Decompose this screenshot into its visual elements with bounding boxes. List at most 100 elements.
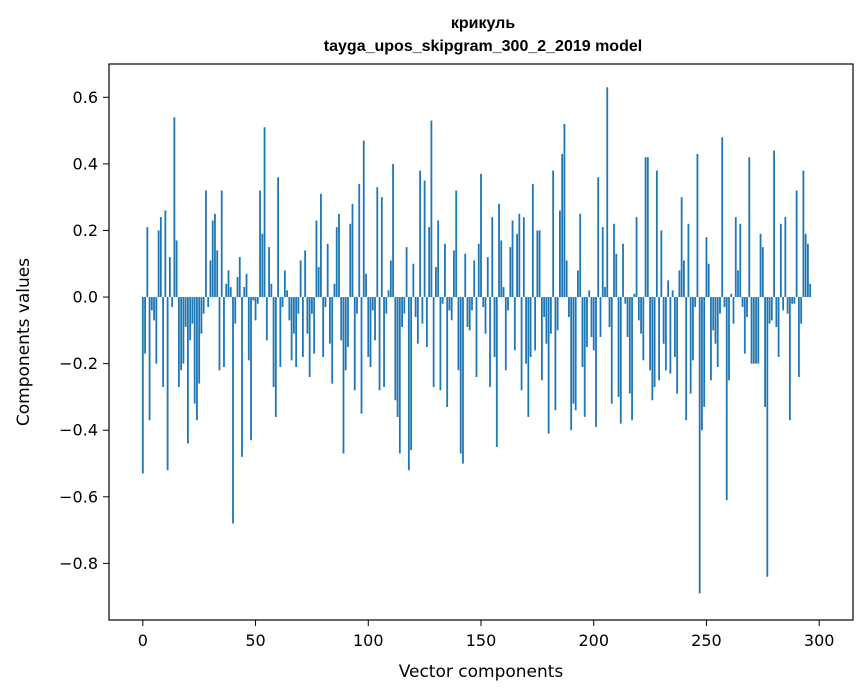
bar-182	[552, 170, 555, 298]
bar-247	[698, 297, 701, 594]
bar-88	[340, 297, 343, 341]
bar-143	[464, 253, 467, 298]
bar-190	[570, 297, 573, 431]
bar-204	[601, 227, 604, 298]
bar-158	[498, 203, 500, 298]
bar-192	[574, 297, 577, 411]
x-axis-ticks: 0 50 100 150 200 250 300	[138, 620, 835, 650]
bar-21	[189, 297, 192, 341]
bar-91	[347, 297, 349, 347]
x-tick-label: 200	[578, 631, 609, 650]
bar-282	[777, 297, 780, 357]
bar-20	[187, 297, 189, 444]
y-axis-ticks: −0.8 −0.6 −0.4 −0.2 0.0 0.2 0.4 0.6	[59, 88, 109, 573]
bar-110	[389, 260, 392, 298]
bar-246	[696, 153, 699, 298]
x-tick-label: 300	[804, 631, 835, 650]
chart-title: крикуль	[451, 15, 515, 32]
bar-210	[615, 253, 618, 298]
bar-277	[766, 297, 769, 577]
bar-19	[184, 297, 187, 328]
bar-36	[223, 297, 225, 367]
bar-12	[168, 257, 171, 298]
y-axis-label: Components values	[14, 258, 34, 426]
bar-224	[646, 157, 649, 298]
bar-249	[703, 297, 706, 407]
bar-98	[362, 140, 365, 298]
bar-225	[649, 297, 651, 371]
bar-286	[786, 297, 789, 314]
bar-260	[728, 297, 730, 381]
bar-65	[288, 297, 291, 321]
bar-274	[759, 233, 762, 298]
bar-37	[225, 283, 228, 298]
bar-151	[482, 297, 485, 308]
y-tick-label: −0.6	[59, 487, 98, 506]
bar-173	[531, 183, 534, 298]
bar-8	[159, 217, 162, 298]
bar-176	[538, 230, 541, 298]
bar-193	[577, 270, 579, 298]
bar-89	[342, 297, 345, 454]
bar-67	[292, 297, 295, 334]
bar-121	[414, 297, 417, 318]
bar-24	[196, 297, 198, 421]
y-tick-label: −0.8	[59, 554, 98, 573]
bar-34	[218, 297, 221, 371]
bar-63	[283, 270, 286, 298]
bar-33	[216, 250, 219, 298]
bar-194	[579, 213, 582, 298]
bar-105	[378, 297, 381, 391]
bar-234	[669, 297, 672, 374]
bar-269	[748, 157, 751, 298]
bar-102	[371, 297, 374, 311]
bar-266	[741, 297, 744, 308]
bar-61	[279, 297, 282, 367]
bar-90	[344, 297, 347, 371]
bar-220	[637, 297, 640, 321]
bar-295	[807, 243, 809, 298]
bar-120	[412, 263, 415, 298]
bar-229	[658, 297, 661, 381]
bar-72	[304, 250, 307, 298]
bar-52	[259, 190, 261, 298]
bar-179	[545, 297, 548, 344]
bar-87	[338, 213, 340, 298]
bar-171	[527, 297, 530, 417]
bar-29	[207, 297, 210, 308]
bar-237	[676, 297, 679, 394]
bar-242	[687, 223, 690, 298]
bar-139	[455, 190, 458, 298]
bar-189	[568, 297, 570, 318]
bar-281	[775, 297, 778, 328]
bar-209	[613, 223, 615, 298]
bar-258	[723, 297, 726, 308]
bar-75	[311, 297, 313, 314]
bar-41	[234, 297, 237, 324]
bar-147	[473, 260, 476, 298]
bar-202	[597, 177, 600, 298]
bar-35	[220, 190, 223, 298]
x-axis-label: Vector components	[399, 662, 564, 682]
bar-219	[635, 217, 638, 298]
bar-135	[446, 297, 449, 407]
bar-178	[543, 297, 546, 318]
bar-77	[315, 220, 318, 298]
bar-97	[360, 297, 363, 414]
bar-15	[175, 240, 178, 298]
bar-174	[534, 297, 537, 351]
bar-180	[547, 297, 550, 434]
bar-66	[290, 297, 293, 361]
bar-215	[626, 297, 629, 337]
bar-172	[529, 297, 532, 357]
bar-217	[631, 297, 633, 421]
bar-296	[809, 283, 812, 298]
bar-13	[171, 297, 174, 308]
bar-255	[716, 297, 719, 367]
bar-241	[685, 297, 688, 421]
bar-48	[250, 297, 252, 441]
bar-275	[761, 247, 764, 298]
y-tick-label: 0.2	[73, 221, 98, 240]
y-tick-label: −0.2	[59, 354, 98, 373]
bar-0	[141, 297, 144, 474]
